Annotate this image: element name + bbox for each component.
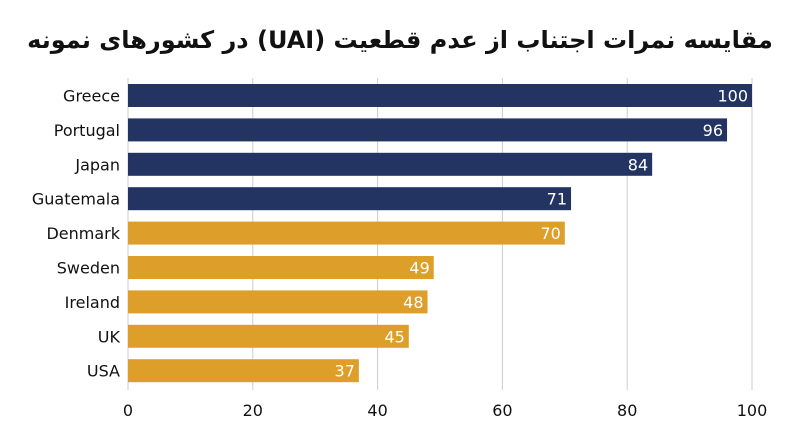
label-layer: Greece 100 Portugal 96 Japan 84 Guatemala 71 Den… bbox=[32, 87, 748, 381]
category-label: Ireland bbox=[65, 293, 120, 312]
category-label: Greece bbox=[63, 87, 120, 106]
category-label: Guatemala bbox=[32, 190, 120, 209]
bar bbox=[128, 324, 409, 348]
bar bbox=[128, 84, 752, 107]
data-label: 37 bbox=[335, 362, 355, 381]
category-label: Denmark bbox=[46, 224, 120, 243]
data-label: 49 bbox=[409, 259, 429, 278]
x-tick-label: 100 bbox=[737, 401, 768, 420]
category-label: UK bbox=[98, 327, 121, 346]
category-label: USA bbox=[87, 362, 120, 381]
bar bbox=[128, 187, 572, 211]
data-label: 100 bbox=[717, 87, 748, 106]
bar-layer bbox=[128, 84, 752, 383]
bar bbox=[128, 290, 428, 314]
category-label: Sweden bbox=[57, 259, 120, 278]
bar bbox=[128, 221, 565, 245]
bar bbox=[128, 256, 434, 279]
bar bbox=[128, 152, 653, 176]
data-label: 71 bbox=[547, 190, 567, 209]
x-tick-label: 40 bbox=[367, 401, 387, 420]
x-tick-label: 20 bbox=[243, 401, 263, 420]
bar bbox=[128, 359, 359, 383]
x-tick-label: 60 bbox=[492, 401, 512, 420]
data-label: 45 bbox=[384, 327, 404, 346]
category-label: Portugal bbox=[54, 121, 120, 140]
tick-layer: 0 20 40 60 80 100 bbox=[123, 401, 767, 420]
category-label: Japan bbox=[74, 155, 120, 174]
x-tick-label: 0 bbox=[123, 401, 133, 420]
x-tick-label: 80 bbox=[617, 401, 637, 420]
data-label: 84 bbox=[628, 155, 648, 174]
chart-title: مقایسه نمرات اجتناب از عدم قطعیت (UAI) د… bbox=[27, 26, 773, 54]
bar bbox=[128, 118, 728, 142]
data-label: 48 bbox=[403, 293, 423, 312]
data-label: 70 bbox=[540, 224, 560, 243]
data-label: 96 bbox=[703, 121, 723, 140]
